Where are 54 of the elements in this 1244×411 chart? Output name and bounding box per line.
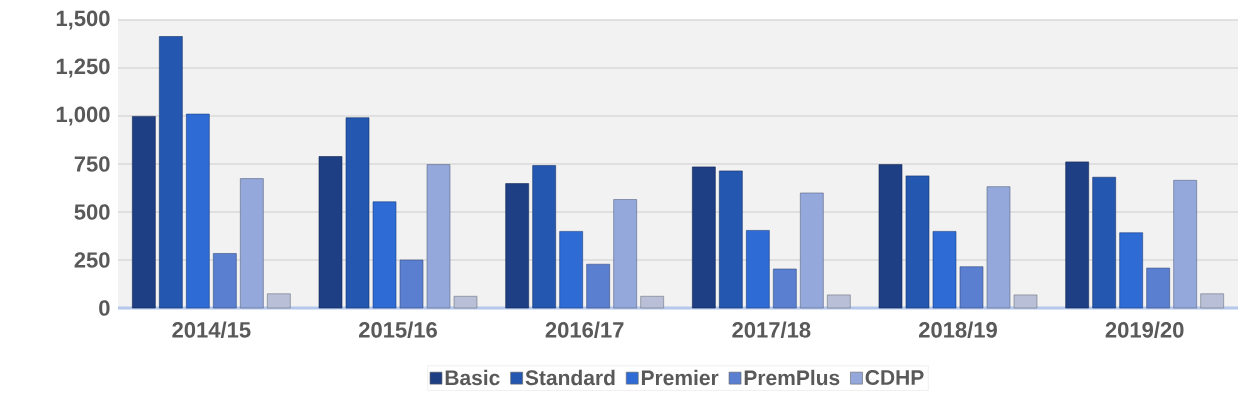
bar: [1173, 180, 1197, 309]
y-tick-label: 1,250: [56, 58, 110, 78]
x-tick-label: 2019/20: [1105, 321, 1184, 338]
bar: [586, 263, 610, 309]
bar: [692, 166, 716, 309]
bar: [1119, 232, 1143, 309]
x-tick-label: 2015/16: [359, 321, 437, 338]
bar: [453, 295, 478, 309]
bar: [640, 295, 664, 309]
bar: [213, 253, 237, 309]
bar: [719, 170, 743, 309]
legend-label: CDHP: [865, 370, 924, 385]
bar: [345, 117, 370, 309]
bar: [399, 259, 424, 309]
y-tick-label: 1,500: [56, 10, 110, 30]
bar: [372, 201, 397, 309]
y-tick-label: 1,000: [56, 106, 110, 126]
y-tick-label: 500: [74, 204, 110, 220]
x-tick-label: 2017/18: [732, 321, 811, 338]
bar: [878, 164, 903, 309]
bar: [959, 266, 984, 309]
bar: [1092, 176, 1116, 309]
bar: [1200, 293, 1224, 309]
bar: [773, 268, 797, 309]
legend-label: Basic: [445, 369, 500, 386]
legend-label: Standard: [525, 369, 615, 386]
bar: [532, 165, 556, 309]
bar: [827, 294, 851, 309]
bar: [905, 175, 930, 309]
bar: [267, 293, 291, 309]
x-tick-label: 2018/19: [919, 321, 997, 338]
bar: [559, 231, 583, 309]
legend-label: PremPlus: [744, 369, 840, 386]
bar: [1013, 294, 1038, 309]
bar: [800, 192, 824, 309]
bar: [132, 116, 156, 309]
bar: [613, 199, 637, 309]
legend-label: Premier: [641, 369, 719, 386]
y-tick-label: 250: [74, 252, 110, 268]
bar: [1065, 161, 1089, 309]
bar: [318, 156, 343, 309]
bar: [986, 186, 1011, 309]
bar: [240, 178, 264, 309]
bar: [186, 113, 210, 309]
bar: [932, 231, 957, 309]
x-tick-label: 2016/17: [545, 321, 624, 338]
y-tick-label: 750: [74, 156, 110, 172]
bar: [426, 164, 451, 309]
bar: [746, 230, 770, 309]
bar: [159, 36, 183, 309]
bar: [1146, 267, 1170, 309]
bar: [505, 183, 529, 309]
y-tick-label: 0: [99, 300, 110, 316]
x-tick-label: 2014/15: [172, 321, 251, 338]
